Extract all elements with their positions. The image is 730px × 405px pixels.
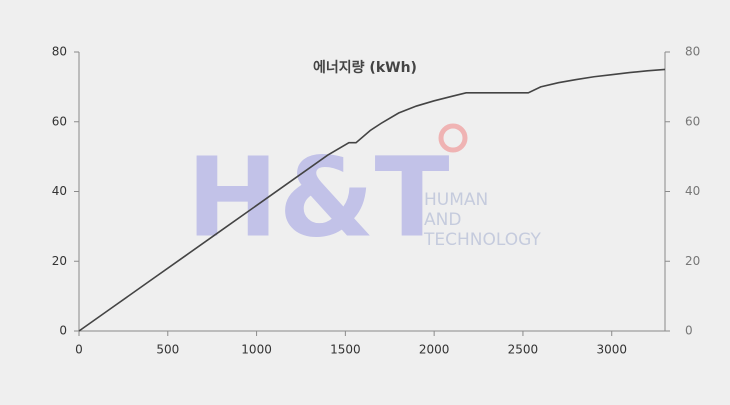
y-tick-label: 40: [52, 184, 67, 198]
y-tick-label: 60: [52, 114, 67, 128]
x-tick-label: 1500: [330, 343, 361, 357]
y2-tick-label: 60: [685, 114, 700, 128]
y2-tick-label: 0: [685, 324, 693, 338]
y2-tick-label: 20: [685, 254, 700, 268]
chart-title: 에너지량 (kWh): [313, 60, 417, 76]
x-tick-label: 0: [75, 343, 83, 357]
x-tick-label: 2000: [419, 343, 450, 357]
x-tick-label: 2500: [508, 343, 539, 357]
y-tick-label: 20: [52, 254, 67, 268]
watermark-text: TECHNOLOGY: [423, 230, 541, 250]
y2-tick-label: 80: [685, 45, 700, 59]
y-tick-label: 80: [52, 45, 67, 59]
watermark-circle: [438, 123, 468, 153]
x-tick-label: 3000: [596, 343, 627, 357]
data-line: [78, 68, 666, 332]
x-tick-label: 1000: [241, 343, 272, 357]
watermark-logo: H&T: [186, 133, 449, 261]
y2-tick-label: 40: [685, 184, 700, 198]
x-tick-label: 500: [156, 343, 179, 357]
y-tick-label: 0: [59, 324, 67, 338]
watermark: H&T HUMAN AND TECHNOLOGY: [186, 123, 541, 261]
watermark-text: HUMAN: [424, 190, 488, 210]
watermark-text: AND: [424, 210, 461, 230]
